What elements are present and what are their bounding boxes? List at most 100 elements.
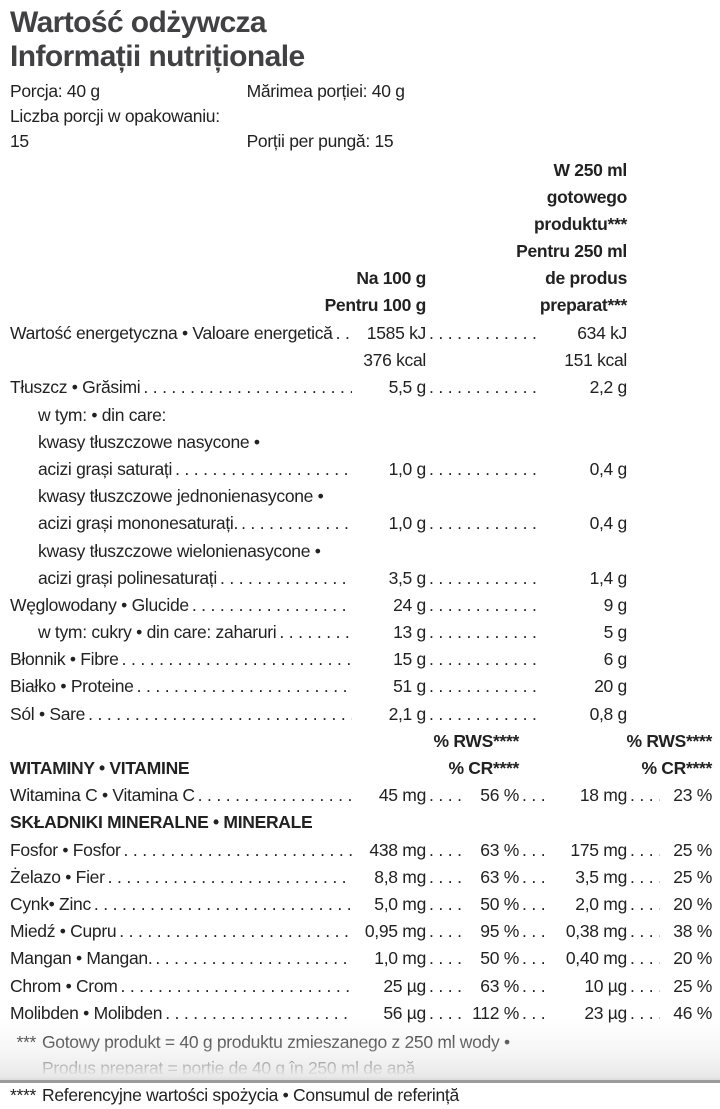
dot-leader: [426, 565, 542, 592]
title-line-romanian: Informații nutriționale: [10, 40, 305, 73]
dot-leader: [162, 1000, 352, 1027]
value-per-100g: 8,8 mg: [374, 866, 426, 887]
mineral-label: Miedź • Cupru: [10, 921, 117, 942]
dot-leader: [426, 646, 542, 673]
nutrition-label: Wartość odżywcza Informații nutriționale…: [0, 0, 720, 1083]
value-per-250ml: 2,0 mg: [575, 893, 627, 914]
dot-leader: [118, 973, 352, 1000]
dot-leader: [426, 510, 542, 537]
footnote-prepared-product-pl: *** Gotowy produkt = 40 g produktu zmies…: [0, 1029, 720, 1056]
nutrient-row-energy: Wartość energetyczna • Valoare energetic…: [0, 320, 720, 347]
dot-leader: [519, 918, 549, 945]
nutrient-row-protein: Białko • Proteine 51 g 20 g: [0, 673, 720, 700]
page-title: Wartość odżywcza Informații nutriționale: [0, 0, 720, 74]
rws-header-row: % RWS**** % RWS****: [0, 728, 720, 755]
nutrient-label: Białko • Proteine: [10, 676, 134, 697]
nutrient-label: Sól • Sare: [10, 703, 86, 724]
value-per-250ml: 18 mg: [579, 785, 627, 806]
value-per-250ml: 0,8 g: [589, 703, 628, 724]
dot-leader: [121, 837, 352, 864]
nutrient-label: Błonnik • Fibre: [10, 649, 119, 670]
value-per-100g: 13 g: [393, 622, 426, 643]
percent-rws-250ml: 20 %: [673, 893, 712, 914]
value-per-100g: 15 g: [393, 649, 426, 670]
dot-leader: [333, 320, 352, 347]
percent-rws-250ml: 23 %: [673, 785, 712, 806]
dot-leader: [426, 945, 461, 972]
spacer: [10, 347, 352, 374]
dot-leader: [426, 864, 461, 891]
cr-label-250ml: % CR****: [641, 758, 712, 778]
value-per-250ml: 0,40 mg: [565, 948, 627, 969]
value-per-100g: 376 kcal: [363, 350, 426, 371]
dot-leader: [426, 891, 461, 918]
value-per-250ml: 6 g: [603, 649, 628, 670]
mineral-row-iron: Żelazo • Fier 8,8 mg 63 % 3,5 mg 25 %: [0, 864, 720, 891]
dot-leader: [238, 510, 352, 537]
dot-leader: [519, 837, 549, 864]
value-per-250ml: 20 g: [594, 676, 627, 697]
mineral-row-manganese: Mangan • Mangan. 1,0 mg 50 % 0,40 mg 20 …: [0, 945, 720, 972]
dot-leader: [134, 673, 352, 700]
nutrient-row-ofwhich: w tym: • din care:: [0, 402, 720, 429]
vitamins-section-title: WITAMINY • VITAMINE: [10, 758, 190, 778]
nutrient-row-energy-kcal: 376 kcal 151 kcal: [0, 347, 720, 374]
percent-rws-100g: 112 %: [472, 1002, 519, 1023]
percent-rws-100g: 63 %: [480, 866, 519, 887]
value-per-250ml: 0,4 g: [589, 513, 628, 534]
footnotes: *** Gotowy produkt = 40 g produktu zmies…: [0, 1029, 720, 1109]
vitamin-row-vitamin-c: Witamina C • Vitamina C 45 mg 56 % 18 mg…: [0, 782, 720, 809]
percent-rws-100g: 63 %: [480, 975, 519, 996]
value-per-100g: 24 g: [393, 594, 426, 615]
nutrient-row-mono-pl: kwasy tłuszczowe jednonienasycone •: [0, 483, 720, 510]
mineral-label: Molibden • Molibden: [10, 1002, 163, 1023]
dot-leader: [519, 782, 549, 809]
dot-leader: [116, 918, 352, 945]
column-headers: W 250 ml gotowego produktu*** Pentru 250…: [0, 154, 720, 320]
value-per-250ml: 23 µg: [584, 1002, 627, 1023]
footnote-marker: ***: [16, 1031, 36, 1052]
nutrient-row-carbs: Węglowodany • Glucide 24 g 9 g: [0, 592, 720, 619]
percent-rws-250ml: 20 %: [673, 948, 712, 969]
dot-leader: [627, 864, 660, 891]
dot-leader: [172, 456, 352, 483]
dot-leader: [627, 891, 660, 918]
mineral-label: Chrom • Crom: [10, 975, 118, 996]
value-per-100g: 51 g: [393, 676, 426, 697]
dot-leader: [426, 1000, 461, 1027]
minerals-section-title: SKŁADNIKI MINERALNE • MINERALE: [10, 812, 313, 833]
value-per-250ml: 10 µg: [584, 975, 627, 996]
nutrient-row-mono-ro: acizi grași mononesaturați. 1,0 g 0,4 g: [0, 510, 720, 537]
nutrient-sublabel: acizi grași mononesaturați.: [38, 513, 239, 534]
value-per-250ml: 0,38 mg: [565, 921, 627, 942]
mineral-label: Mangan • Mangan.: [10, 948, 153, 969]
dot-leader: [426, 320, 542, 347]
spacer: [426, 347, 542, 374]
value-per-100g: 0,95 mg: [364, 921, 426, 942]
dot-leader: [195, 782, 352, 809]
dot-leader: [189, 592, 352, 619]
value-per-250ml: 634 kJ: [577, 323, 627, 343]
percent-rws-100g: 56 %: [480, 785, 519, 806]
percent-rws-250ml: 46 %: [673, 1002, 712, 1023]
nutrient-label: Węglowodany • Glucide: [10, 594, 189, 615]
value-per-100g: 1585 kJ: [366, 323, 427, 343]
mineral-row-copper: Miedź • Cupru 0,95 mg 95 % 0,38 mg 38 %: [0, 918, 720, 945]
nutrient-sublabel: kwasy tłuszczowe nasycone •: [38, 431, 260, 452]
dot-leader: [140, 374, 352, 401]
dot-leader: [426, 782, 461, 809]
dot-leader: [426, 918, 461, 945]
dot-leader: [627, 1000, 660, 1027]
nutrient-row-poly-ro: acizi grași polinesaturați 3,5 g 1,4 g: [0, 565, 720, 592]
dot-leader: [91, 891, 352, 918]
vitamins-section-row: WITAMINY • VITAMINE % CR**** % CR****: [0, 755, 720, 782]
serving-info: Porcja: 40 g Mărimea porției: 40 g Liczb…: [0, 79, 720, 154]
minerals-section-row: SKŁADNIKI MINERALNE • MINERALE: [0, 809, 720, 836]
dot-leader: [105, 864, 352, 891]
nutrient-row-saturated-ro: acizi grași saturați 1,0 g 0,4 g: [0, 456, 720, 483]
footnote-reference-intake: **** Referencyjne wartości spożycia • Co…: [0, 1082, 720, 1109]
dot-leader: [217, 565, 352, 592]
dot-leader: [519, 973, 549, 1000]
dot-leader: [426, 592, 542, 619]
nutrient-row-poly-pl: kwasy tłuszczowe wielonienasycone •: [0, 538, 720, 565]
